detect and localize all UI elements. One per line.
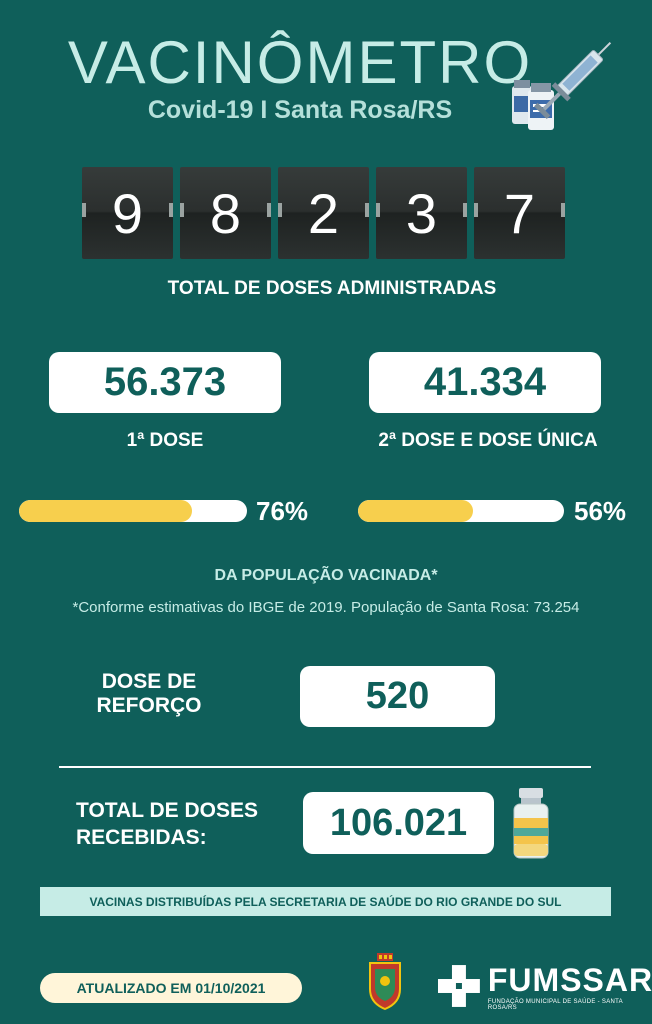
second-dose-percent: 56% [574, 496, 627, 526]
booster-value: 520 [300, 666, 495, 727]
received-label-line2: RECEBIDAS: [76, 826, 207, 849]
received-label-line1: TOTAL DE DOSES [76, 799, 259, 822]
dose-counter: 9 8 2 3 7 [82, 167, 565, 259]
syringe-icon [512, 41, 612, 130]
booster-label-line1: DOSE DE [101, 670, 197, 693]
total-doses-label: TOTAL DE DOSES ADMINISTRADAS [167, 278, 497, 299]
first-dose-progress-fill [19, 500, 193, 522]
page-subtitle: Covid-19 I Santa Rosa/RS [147, 96, 453, 124]
counter-digit: 3 [376, 167, 467, 259]
first-dose-value: 56.373 [49, 352, 281, 413]
received-label: TOTAL DE DOSES RECEBIDAS: [76, 797, 289, 851]
received-value: 106.021 [303, 792, 494, 854]
first-dose-progress-bar [19, 500, 247, 522]
first-dose-percent: 76% [256, 496, 309, 526]
second-dose-value: 41.334 [369, 352, 601, 413]
first-dose-label: 1ª DOSE [126, 430, 204, 451]
logo-name: FUMSSAR [487, 962, 652, 998]
section-divider [59, 766, 591, 768]
population-note: *Conforme estimativas do IBGE de 2019. P… [72, 599, 580, 616]
health-cross-icon [437, 965, 480, 1007]
logo-subtitle: FUNDAÇÃO MUNICIPAL DE SAÚDE - SANTA ROSA… [487, 999, 623, 1011]
population-vaccinated-label: DA POPULAÇÃO VACINADA* [214, 567, 438, 584]
counter-digit: 7 [474, 167, 565, 259]
second-dose-label: 2ª DOSE E DOSE ÚNICA [378, 430, 598, 451]
fumssar-logo: FUMSSAR FUNDAÇÃO MUNICIPAL DE SAÚDE - SA… [437, 963, 652, 1011]
city-crest-icon [369, 953, 401, 1011]
booster-label-line2: REFORÇO [96, 694, 202, 717]
booster-label: DOSE DE REFORÇO [68, 670, 230, 718]
counter-digit: 9 [82, 167, 173, 259]
counter-digit: 2 [278, 167, 369, 259]
second-dose-progress-fill [358, 500, 474, 522]
page-title: VACINÔMETRO [67, 29, 533, 96]
updated-date-badge: ATUALIZADO EM 01/10/2021 [40, 973, 302, 1003]
second-dose-progress-bar [358, 500, 564, 522]
vaccine-vial-icon [513, 788, 549, 859]
counter-digit: 8 [180, 167, 271, 259]
distribution-banner: VACINAS DISTRIBUÍDAS PELA SECRETARIA DE … [40, 887, 611, 916]
